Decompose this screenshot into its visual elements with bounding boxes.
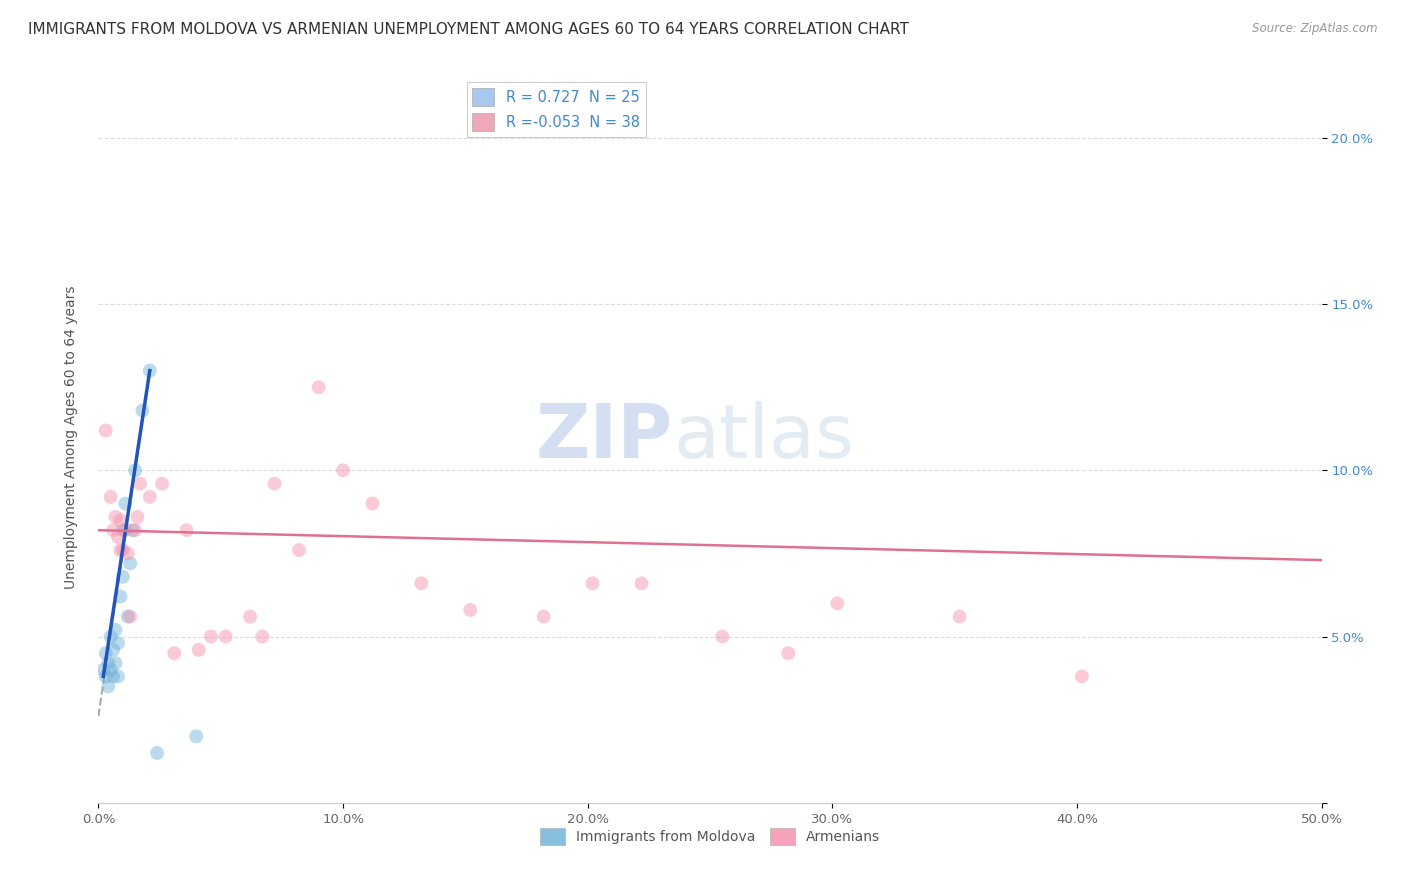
- Point: [111, 543, 134, 558]
- Point: [107, 636, 129, 650]
- Point: [214, 630, 236, 644]
- Point: [117, 546, 139, 560]
- Point: [129, 476, 152, 491]
- Text: Source: ZipAtlas.com: Source: ZipAtlas.com: [1253, 22, 1378, 36]
- Point: [101, 643, 124, 657]
- Text: atlas: atlas: [673, 401, 855, 474]
- Point: [91, 663, 114, 677]
- Point: [127, 509, 149, 524]
- Point: [263, 476, 285, 491]
- Point: [111, 570, 134, 584]
- Point: [114, 523, 136, 537]
- Point: [124, 523, 146, 537]
- Point: [124, 463, 146, 477]
- Point: [111, 523, 134, 537]
- Point: [131, 403, 153, 417]
- Point: [104, 509, 127, 524]
- Point: [94, 646, 117, 660]
- Point: [533, 609, 555, 624]
- Point: [948, 609, 970, 624]
- Text: IMMIGRANTS FROM MOLDOVA VS ARMENIAN UNEMPLOYMENT AMONG AGES 60 TO 64 YEARS CORRE: IMMIGRANTS FROM MOLDOVA VS ARMENIAN UNEM…: [28, 22, 910, 37]
- Point: [117, 609, 139, 624]
- Point: [104, 623, 127, 637]
- Point: [139, 363, 162, 377]
- Point: [1070, 669, 1092, 683]
- Point: [176, 523, 198, 537]
- Point: [139, 490, 162, 504]
- Point: [411, 576, 433, 591]
- Point: [150, 476, 173, 491]
- Point: [332, 463, 354, 477]
- Point: [110, 590, 132, 604]
- Point: [361, 497, 384, 511]
- Point: [101, 669, 124, 683]
- Point: [107, 669, 129, 683]
- Point: [94, 669, 117, 683]
- Point: [825, 596, 848, 610]
- Y-axis label: Unemployment Among Ages 60 to 64 years: Unemployment Among Ages 60 to 64 years: [63, 285, 77, 589]
- Point: [100, 490, 122, 504]
- Point: [101, 523, 124, 537]
- Point: [308, 380, 330, 394]
- Point: [581, 576, 603, 591]
- Point: [97, 680, 120, 694]
- Legend: Immigrants from Moldova, Armenians: Immigrants from Moldova, Armenians: [534, 822, 886, 851]
- Point: [288, 543, 311, 558]
- Point: [110, 543, 132, 558]
- Point: [146, 746, 169, 760]
- Point: [186, 729, 208, 743]
- Point: [94, 424, 117, 438]
- Point: [458, 603, 481, 617]
- Point: [239, 609, 262, 624]
- Point: [104, 656, 127, 670]
- Point: [163, 646, 186, 660]
- Point: [114, 497, 136, 511]
- Text: ZIP: ZIP: [536, 401, 673, 474]
- Point: [630, 576, 652, 591]
- Point: [100, 630, 122, 644]
- Point: [200, 630, 222, 644]
- Point: [120, 609, 142, 624]
- Point: [107, 530, 129, 544]
- Point: [252, 630, 274, 644]
- Point: [97, 656, 120, 670]
- Point: [711, 630, 734, 644]
- Point: [110, 513, 132, 527]
- Point: [778, 646, 800, 660]
- Point: [100, 663, 122, 677]
- Point: [187, 643, 209, 657]
- Point: [120, 557, 142, 571]
- Point: [121, 523, 143, 537]
